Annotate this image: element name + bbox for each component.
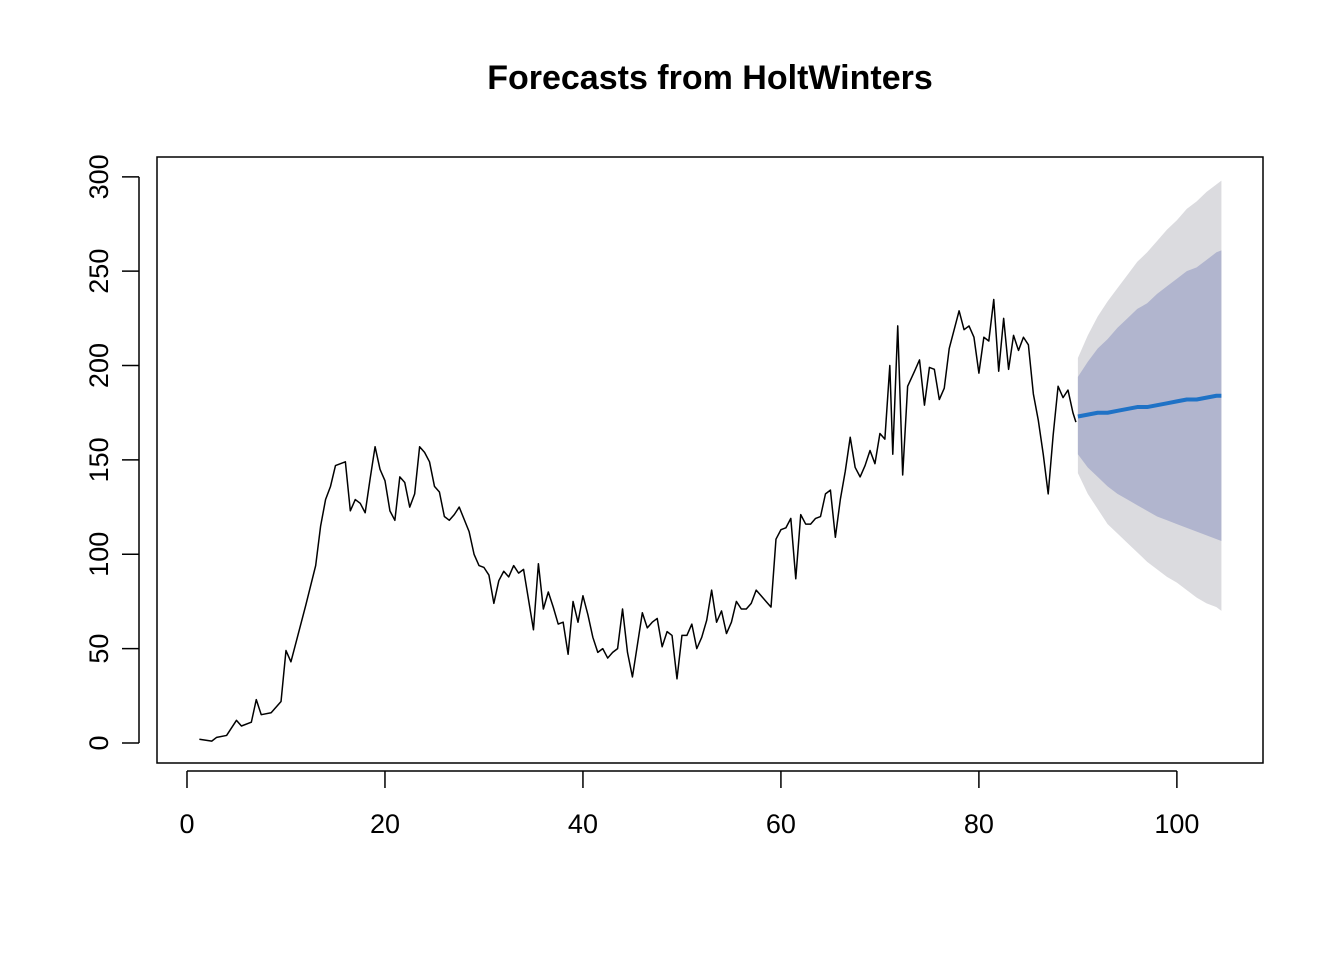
x-tick-label: 40 xyxy=(568,809,598,839)
y-tick-label: 300 xyxy=(84,154,114,199)
x-tick-label: 80 xyxy=(964,809,994,839)
y-tick-label: 200 xyxy=(84,343,114,388)
x-tick-label: 60 xyxy=(766,809,796,839)
y-tick-label: 50 xyxy=(84,634,114,664)
x-tick-label: 20 xyxy=(370,809,400,839)
y-tick-label: 150 xyxy=(84,437,114,482)
series-line xyxy=(1077,393,1222,419)
y-tick-label: 0 xyxy=(84,735,114,750)
x-tick-label: 100 xyxy=(1154,809,1199,839)
y-tick-label: 250 xyxy=(84,249,114,294)
y-tick-label: 100 xyxy=(84,532,114,577)
plot-frame xyxy=(156,156,1264,764)
chart-title: Forecasts from HoltWinters xyxy=(487,59,933,97)
x-tick-label: 0 xyxy=(179,809,194,839)
series-line xyxy=(199,298,1077,742)
prediction-band xyxy=(1077,250,1222,542)
